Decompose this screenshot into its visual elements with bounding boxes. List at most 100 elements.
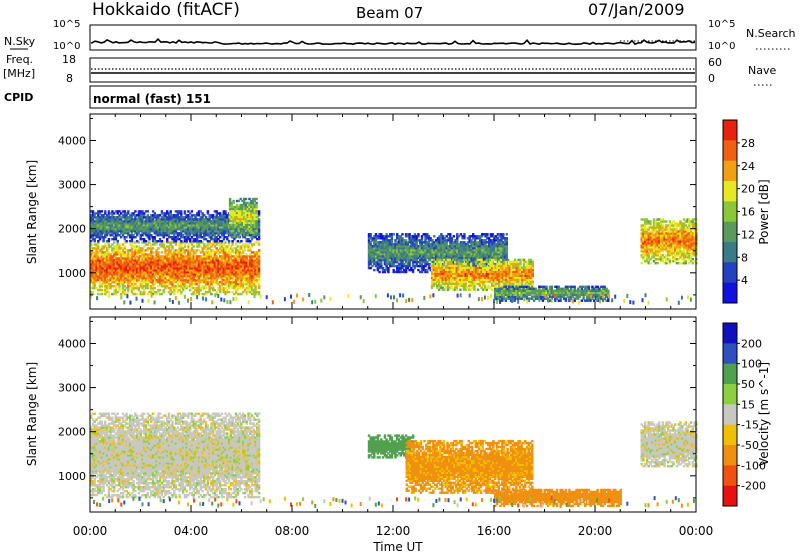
echo-cell: [227, 267, 231, 270]
echo-cell: [139, 218, 142, 221]
echo-cell: [187, 271, 190, 274]
echo-cell: [148, 241, 151, 244]
echo-cell: [90, 286, 93, 290]
echo-cell: [148, 216, 151, 219]
echo-cell: [176, 273, 179, 276]
echo-cell: [100, 292, 103, 296]
echo-cell: [128, 263, 132, 266]
echo-cell: [136, 220, 139, 223]
echo-cell: [160, 251, 164, 254]
echo-cell: [173, 286, 176, 290]
echo-cell: [238, 257, 241, 260]
echo-cell: [113, 277, 116, 280]
echo-cell: [166, 253, 169, 256]
echo-cell: [212, 224, 215, 227]
echo-cell: [197, 263, 201, 266]
echo-cell: [206, 247, 210, 250]
echo-cell: [173, 238, 176, 241]
echo-cell: [208, 214, 211, 217]
echo-cell: [162, 226, 165, 229]
echo-cell: [229, 245, 232, 248]
echo-cell: [113, 265, 116, 268]
echo-cell: [183, 253, 187, 256]
echo-cell: [196, 273, 199, 276]
echo-cell: [208, 261, 211, 264]
echo-cell: [164, 232, 167, 235]
echo-cell: [192, 230, 195, 233]
echo-cell: [120, 218, 123, 221]
echo-cell: [217, 234, 220, 237]
echo-cell: [212, 275, 215, 278]
echo-cell: [166, 228, 169, 231]
echo-cell: [109, 271, 112, 274]
echo-cell: [166, 259, 169, 262]
echo-cell: [176, 234, 179, 237]
echo-cell: [120, 255, 123, 258]
echo-cell: [139, 212, 142, 215]
echo-cell: [91, 265, 95, 268]
echo-cell: [208, 286, 211, 290]
echo-cell: [217, 257, 220, 260]
nsearch-tick-top: 10^5: [708, 19, 735, 30]
echo-cell: [187, 238, 190, 241]
echo-cell: [233, 269, 236, 272]
echo-cell: [222, 228, 225, 231]
echo-cell: [229, 283, 232, 286]
echo-cell: [121, 224, 125, 227]
echo-cell: [206, 279, 210, 282]
echo-cell: [247, 261, 250, 264]
echo-cell: [203, 285, 206, 288]
echo-cell: [95, 263, 98, 266]
echo-cell: [183, 263, 187, 266]
echo-cell: [97, 253, 100, 256]
echo-cell: [102, 269, 105, 272]
echo-cell: [107, 251, 111, 254]
echo-cell: [151, 238, 155, 241]
echo-cell: [114, 253, 118, 256]
echo-cell: [173, 222, 176, 225]
echo-cell: [151, 286, 155, 290]
echo-cell: [123, 288, 126, 292]
echo-cell: [252, 251, 255, 254]
echo-cell: [206, 267, 210, 270]
echo-cell: [234, 243, 238, 246]
echo-cell: [197, 285, 201, 288]
echo-cell: [128, 267, 132, 270]
echo-cell: [238, 245, 241, 248]
echo-cell: [111, 269, 114, 272]
echo-cell: [203, 218, 206, 221]
echo-cell: [215, 247, 218, 250]
echo-cell: [215, 255, 218, 258]
echo-cell: [114, 286, 118, 290]
echo-cell: [113, 273, 116, 276]
echo-cell: [128, 249, 132, 252]
echo-cell: [250, 281, 254, 284]
echo-cell: [226, 224, 229, 227]
echo-cell: [114, 222, 118, 225]
echo-cell: [196, 241, 199, 244]
echo-cell: [215, 261, 218, 264]
echo-cell: [116, 232, 119, 235]
echo-cell: [189, 230, 192, 233]
echo-cell: [150, 275, 153, 278]
echo-cell: [206, 271, 210, 274]
echo-cell: [180, 249, 183, 252]
echo-cell: [123, 255, 126, 258]
echo-cell: [219, 275, 222, 278]
echo-cell: [220, 247, 224, 250]
echo-cell: [189, 283, 192, 286]
echo-cell: [181, 283, 185, 286]
echo-cell: [93, 234, 96, 237]
echo-cell: [171, 285, 174, 288]
echo-cell: [146, 255, 149, 258]
echo-cell: [128, 220, 132, 223]
echo-cell: [167, 265, 171, 268]
echo-cell: [196, 218, 199, 221]
echo-cell: [95, 267, 98, 270]
echo-cell: [105, 255, 109, 258]
echo-cell: [254, 259, 257, 262]
echo-cell: [203, 236, 206, 239]
echo-cell: [173, 226, 176, 229]
echo-cell: [203, 222, 206, 225]
echo-cell: [219, 243, 222, 246]
